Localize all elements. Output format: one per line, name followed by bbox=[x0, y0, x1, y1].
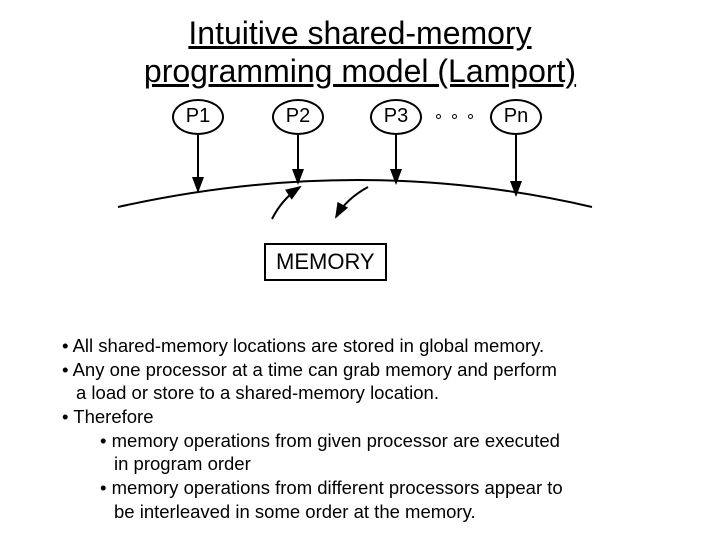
processor-p1: P1 bbox=[172, 99, 224, 135]
processor-pn: Pn bbox=[490, 99, 542, 135]
bullet-list: • All shared-memory locations are stored… bbox=[62, 334, 662, 523]
processor-p3: P3 bbox=[370, 99, 422, 135]
ellipsis-dot-1 bbox=[436, 114, 441, 119]
bullet-3-sub2-line2: be interleaved in some order at the memo… bbox=[62, 500, 662, 524]
processor-pn-label: Pn bbox=[504, 105, 528, 128]
ellipsis-dot-2 bbox=[452, 114, 457, 119]
bullet-3-sub1-line2: in program order bbox=[62, 452, 662, 476]
slide-title: Intuitive shared-memory programming mode… bbox=[0, 0, 720, 91]
curved-arrow-left bbox=[272, 187, 300, 219]
diagram-area: P1 P2 P3 Pn MEMORY bbox=[0, 91, 720, 301]
processor-p2: P2 bbox=[272, 99, 324, 135]
title-line-2: programming model (Lamport) bbox=[144, 53, 576, 89]
processor-p1-label: P1 bbox=[186, 105, 210, 128]
processor-p3-label: P3 bbox=[384, 105, 408, 128]
memory-box: MEMORY bbox=[264, 243, 387, 281]
bullet-3-sub1-line1: • memory operations from given processor… bbox=[62, 429, 662, 453]
bullet-2-line1: • Any one processor at a time can grab m… bbox=[62, 358, 662, 382]
ellipsis-dot-3 bbox=[468, 114, 473, 119]
processor-p2-label: P2 bbox=[286, 105, 310, 128]
bullet-1: • All shared-memory locations are stored… bbox=[62, 334, 662, 358]
bullet-2-line2: a load or store to a shared-memory locat… bbox=[62, 381, 662, 405]
bullet-3-sub2-line1: • memory operations from different proce… bbox=[62, 476, 662, 500]
memory-arc bbox=[118, 180, 592, 207]
bullet-3: • Therefore bbox=[62, 405, 662, 429]
curved-arrow-right bbox=[336, 187, 368, 217]
memory-label: MEMORY bbox=[276, 249, 375, 274]
title-line-1: Intuitive shared-memory bbox=[188, 15, 531, 51]
